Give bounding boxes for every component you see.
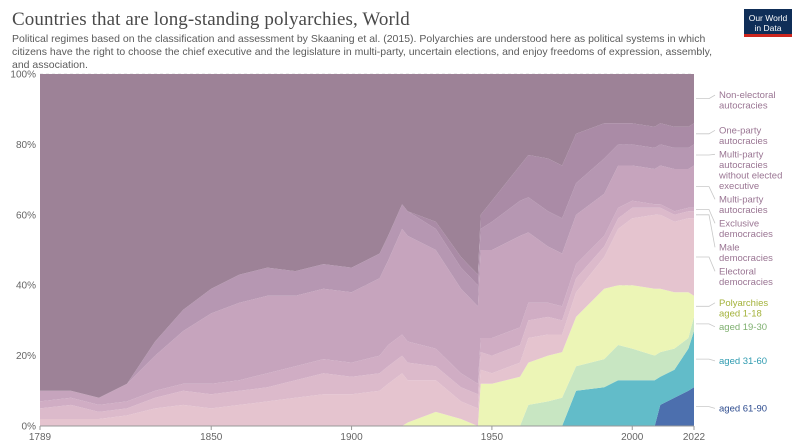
legend-exclusive-democracies[interactable]: Exclusive democracies — [719, 218, 773, 240]
legend-male-democracies[interactable]: Male democracies — [719, 242, 773, 264]
chart-subtitle: Political regimes based on the classific… — [12, 33, 712, 71]
area-exclusive-democracies[interactable] — [40, 200, 694, 412]
area-electoral-democracies[interactable] — [40, 214, 694, 426]
y-tick-label: 20% — [16, 351, 36, 362]
x-tick-label: 2022 — [683, 432, 706, 443]
legend-connector — [696, 153, 716, 156]
chart-title: Countries that are long-standing polyarc… — [12, 9, 410, 30]
legend-aged-31-60[interactable]: aged 31-60 — [719, 356, 767, 367]
logo-line-2: in Data — [754, 23, 782, 33]
area-series — [40, 74, 694, 426]
legend-connector — [696, 256, 716, 272]
legend-aged-19-30[interactable]: aged 19-30 — [719, 322, 767, 333]
legend-connector — [696, 94, 716, 99]
legend-multi-party-autocracies[interactable]: Multi-party autocracies — [719, 194, 768, 216]
owid-logo[interactable]: Our World in Data — [744, 9, 792, 37]
legend-connector — [696, 129, 716, 135]
x-tick-label: 1850 — [200, 432, 223, 443]
y-axis: 0% 20% 40% 60% 80% 100% — [10, 70, 36, 433]
legend-connector — [696, 302, 716, 307]
y-tick-label: 80% — [16, 140, 36, 151]
area-male-democracies[interactable] — [40, 207, 694, 419]
legend-connector — [696, 323, 716, 328]
legend-connector — [696, 214, 716, 248]
y-tick-label: 60% — [16, 210, 36, 221]
y-tick-label: 0% — [22, 422, 37, 433]
legend-connector — [696, 186, 716, 200]
area-non-electoral-autocracies[interactable] — [40, 74, 694, 398]
area-aged-31-60[interactable] — [40, 331, 694, 426]
area-one-party-autocracies[interactable] — [40, 123, 694, 398]
y-tick-label: 100% — [10, 70, 36, 81]
legend-multi-party-autocracies-without-elected-executive[interactable]: Multi-party autocracies without elected exe… — [718, 149, 782, 192]
y-tick-label: 40% — [16, 281, 36, 292]
legend-aged-61-90[interactable]: aged 61-90 — [719, 403, 767, 414]
x-tick-label: 2000 — [621, 432, 644, 443]
legend: Non-electoral autocracies One-party autocra… — [696, 90, 782, 414]
x-tick-label: 1950 — [481, 432, 504, 443]
legend-polyarchies-aged-1-18[interactable]: Polyarchies aged 1-18 — [719, 298, 768, 320]
legend-connector — [696, 209, 716, 224]
x-axis: 1789 1850 1900 1950 2000 2022 — [29, 425, 706, 443]
x-tick-label: 1789 — [29, 432, 52, 443]
legend-one-party-autocracies[interactable]: One-party autocracies — [719, 125, 768, 147]
legend-connector — [696, 358, 716, 362]
legend-electoral-democracies[interactable]: Electoral democracies — [719, 266, 773, 288]
legend-non-electoral-autocracies[interactable]: Non-electoral autocracies — [719, 90, 776, 112]
area-multi-party-autocracies-without-elected-executive[interactable] — [40, 144, 694, 398]
legend-connector — [696, 406, 716, 409]
area-polyarchies-aged-1-18[interactable] — [40, 285, 694, 426]
x-tick-label: 1900 — [340, 432, 363, 443]
logo-line-1: Our World — [748, 13, 788, 23]
area-multi-party-autocracies[interactable] — [40, 165, 694, 405]
